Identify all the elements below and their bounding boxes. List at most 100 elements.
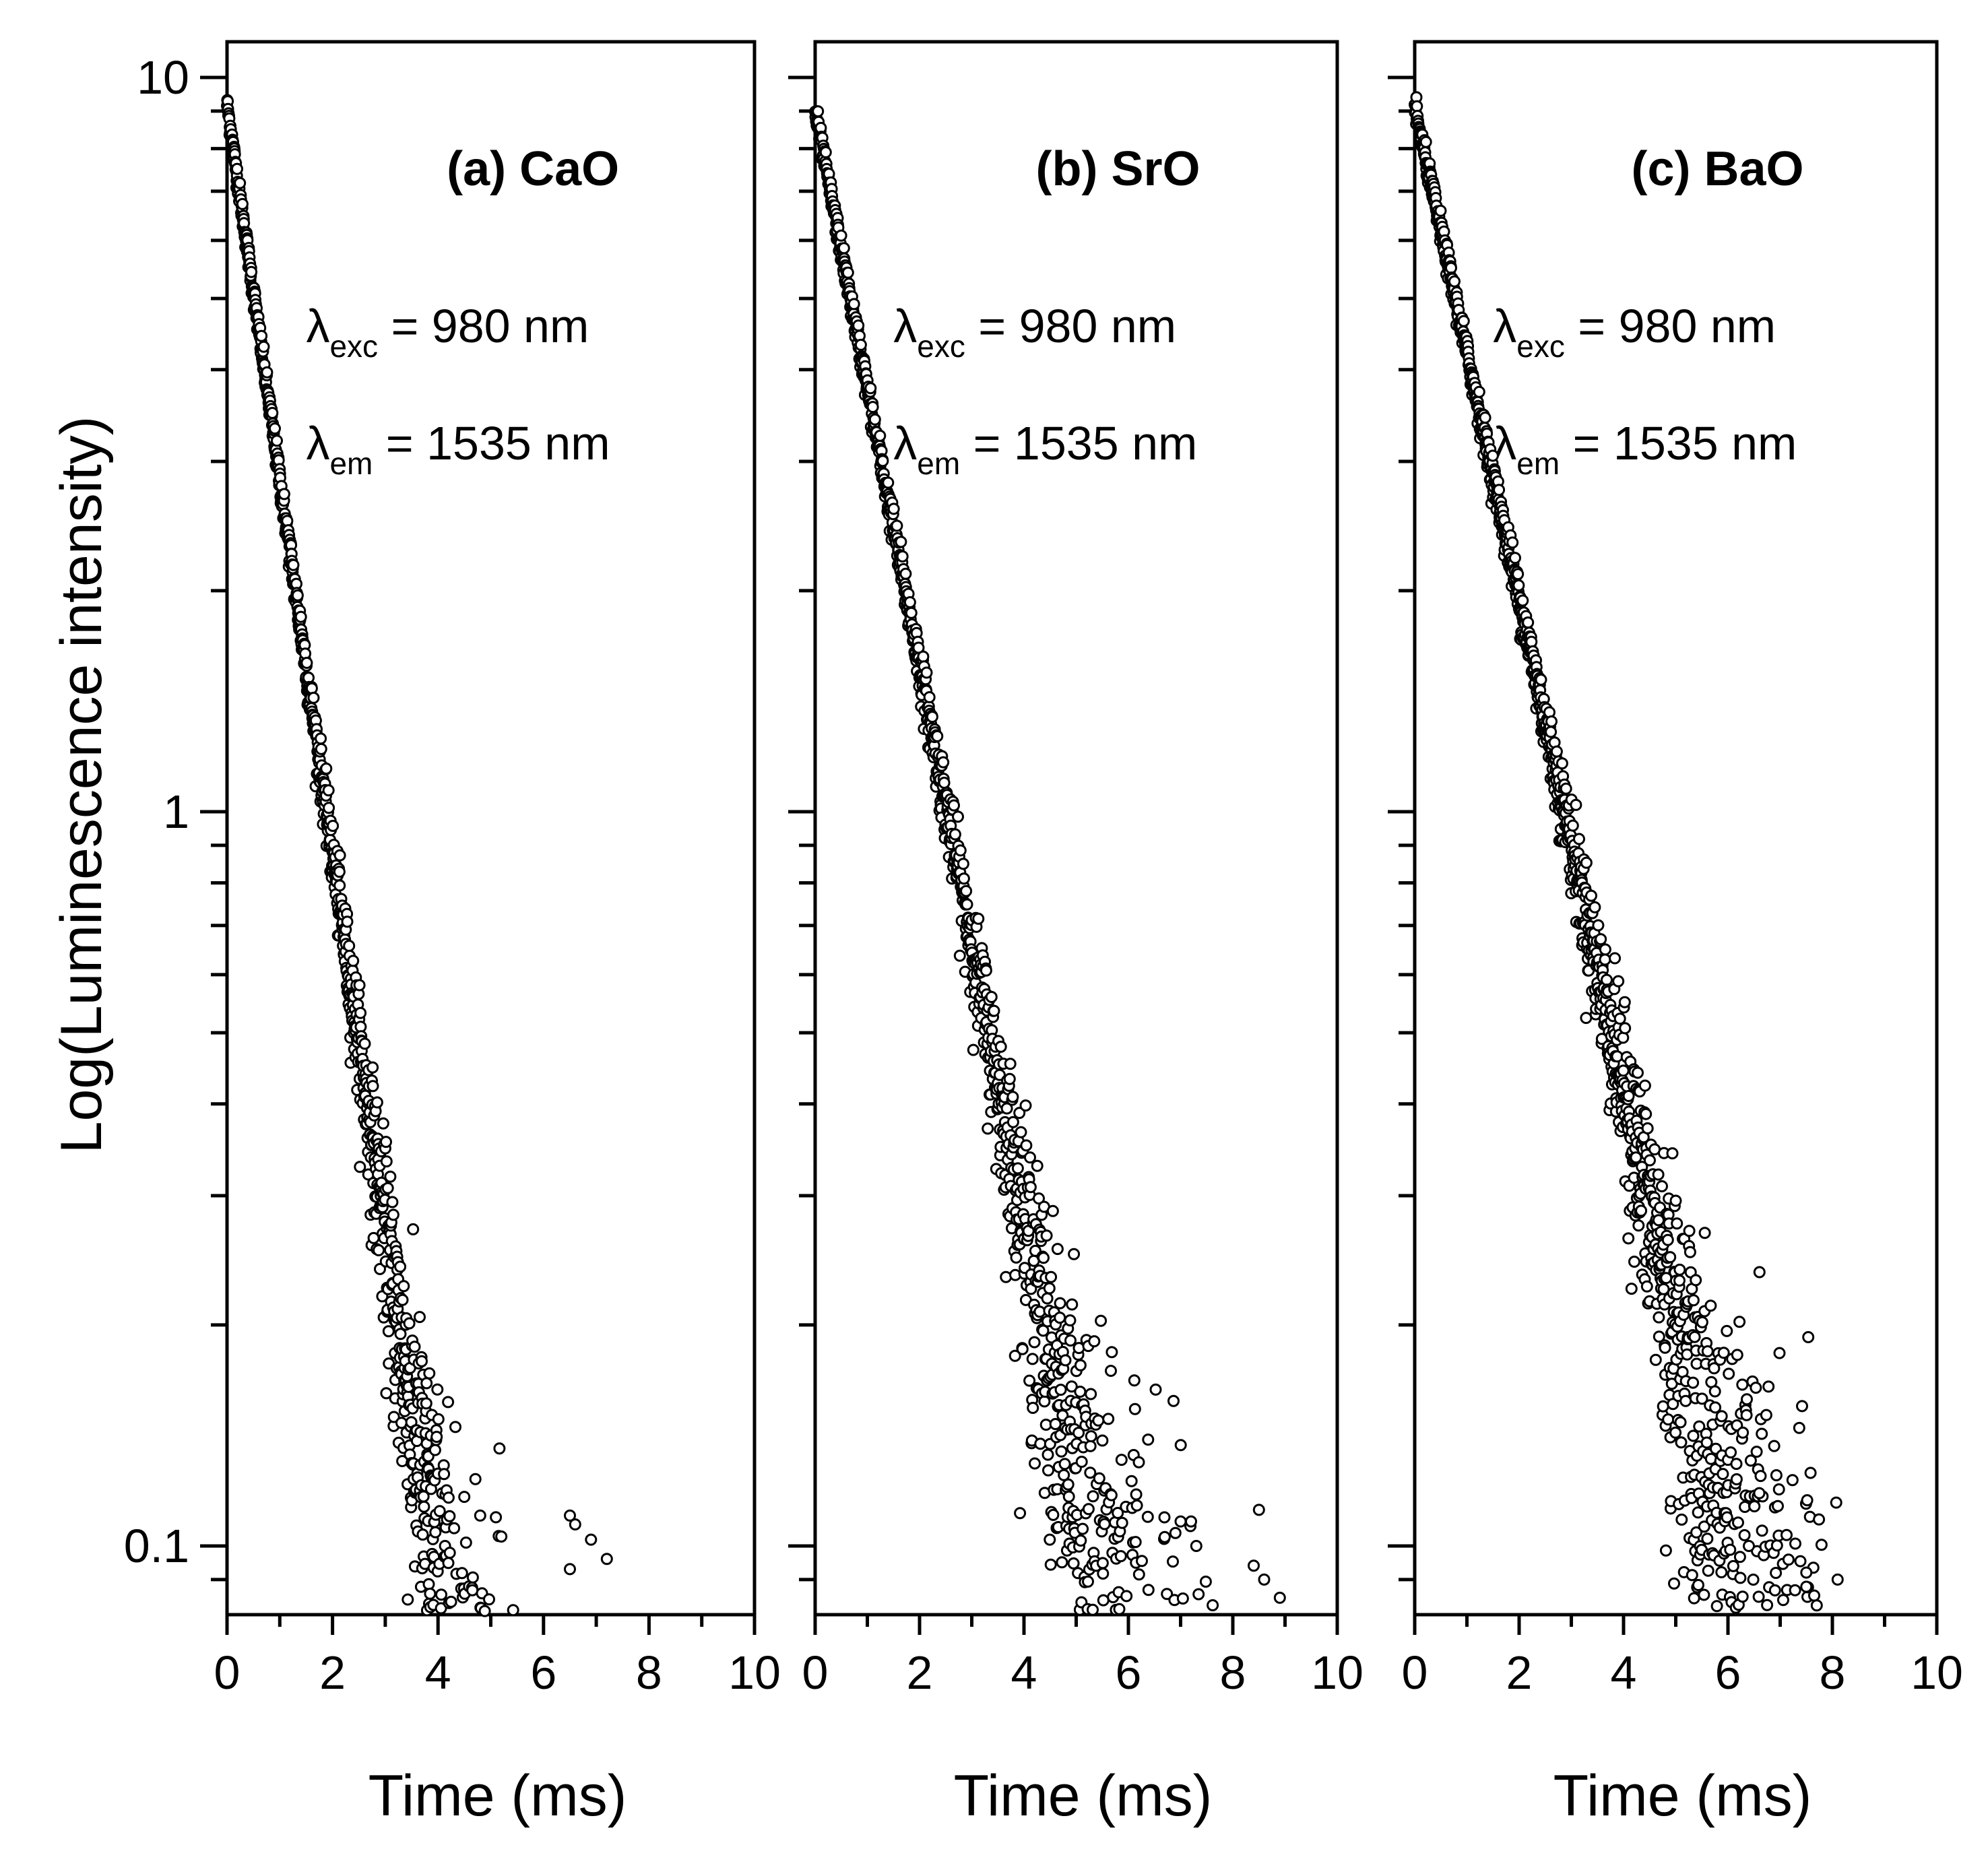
data-point xyxy=(1618,996,1631,1008)
data-point xyxy=(866,401,879,414)
data-point xyxy=(1024,1151,1036,1164)
data-point xyxy=(1125,1475,1138,1487)
data-point xyxy=(1066,1298,1079,1311)
data-point xyxy=(1199,1576,1212,1588)
data-point xyxy=(1044,1533,1056,1546)
data-point xyxy=(1054,1384,1067,1396)
data-point xyxy=(1580,1012,1593,1025)
data-point xyxy=(1721,1511,1733,1524)
data-point xyxy=(1617,1064,1630,1077)
data-point xyxy=(1097,1568,1110,1580)
lambda-em-label: λem = 1535 nm xyxy=(1493,417,1797,481)
data-point xyxy=(1486,449,1499,462)
data-point xyxy=(245,265,258,278)
data-point xyxy=(1014,1507,1027,1520)
data-point xyxy=(1506,536,1519,549)
data-point xyxy=(1000,1102,1013,1115)
data-point xyxy=(835,229,847,242)
data-point xyxy=(1752,1590,1765,1603)
data-point xyxy=(1087,1603,1099,1616)
data-point xyxy=(1687,1429,1700,1442)
data-point xyxy=(408,1341,421,1353)
data-point xyxy=(1020,1139,1033,1152)
data-point xyxy=(1782,1553,1795,1566)
data-point xyxy=(1113,1603,1126,1615)
data-point xyxy=(448,1522,461,1535)
data-point xyxy=(1710,1600,1723,1613)
data-point xyxy=(1046,1204,1059,1217)
x-tick-label: 6 xyxy=(1715,1646,1741,1699)
data-point xyxy=(1709,1401,1722,1414)
data-point xyxy=(1708,1385,1721,1398)
data-point xyxy=(380,1387,393,1400)
data-point xyxy=(1176,1592,1189,1605)
lambda-exc-label: λexc = 980 nm xyxy=(306,300,589,364)
data-point xyxy=(1054,1297,1066,1310)
data-point xyxy=(1756,1427,1768,1440)
data-point xyxy=(1096,1434,1109,1447)
data-point xyxy=(1042,1464,1054,1477)
data-point xyxy=(449,1421,461,1433)
data-point xyxy=(1550,745,1563,758)
data-point xyxy=(443,1510,456,1522)
data-point xyxy=(868,413,881,426)
data-point xyxy=(435,1602,447,1615)
data-point xyxy=(1687,1376,1700,1389)
data-point xyxy=(1008,1349,1021,1362)
data-point xyxy=(1808,1589,1820,1602)
data-point xyxy=(1174,1439,1187,1452)
data-point xyxy=(478,1605,491,1617)
data-point xyxy=(917,650,930,663)
data-point xyxy=(438,1468,451,1481)
lambda-em-label: λem = 1535 nm xyxy=(306,417,610,481)
data-point xyxy=(1105,1489,1118,1502)
data-point xyxy=(1525,635,1538,648)
data-point xyxy=(1632,1066,1644,1079)
data-point xyxy=(373,1244,385,1256)
data-point xyxy=(1132,1456,1145,1468)
data-point xyxy=(812,105,825,118)
data-point xyxy=(1659,1341,1671,1354)
data-point xyxy=(1545,725,1558,738)
data-point xyxy=(1638,1079,1651,1092)
data-point xyxy=(1622,1090,1635,1102)
data-point xyxy=(1248,1559,1260,1572)
data-point xyxy=(1192,1588,1205,1601)
data-point xyxy=(1635,1204,1648,1217)
data-point xyxy=(1058,1458,1071,1471)
data-point xyxy=(1075,1535,1087,1547)
data-point xyxy=(1800,1580,1813,1593)
data-point xyxy=(1674,1416,1687,1429)
data-point xyxy=(1411,100,1423,112)
data-point xyxy=(1457,315,1470,327)
data-point xyxy=(1096,1557,1109,1570)
x-tick-label: 8 xyxy=(636,1646,662,1699)
data-point xyxy=(1756,1524,1768,1537)
data-point xyxy=(1023,1374,1036,1387)
data-point xyxy=(564,1509,576,1522)
data-point xyxy=(1434,204,1447,217)
data-point xyxy=(1599,953,1611,966)
data-point xyxy=(1258,1573,1271,1586)
data-point xyxy=(1657,1283,1670,1295)
data-point xyxy=(1142,1584,1155,1596)
data-point xyxy=(1095,1314,1108,1327)
data-point xyxy=(1132,1568,1145,1581)
data-point xyxy=(1768,1440,1781,1452)
lambda-em-label: λem = 1535 nm xyxy=(893,417,1197,481)
data-point xyxy=(1013,1107,1026,1120)
y-tick-label: 0.1 xyxy=(124,1520,189,1572)
data-point xyxy=(985,991,998,1003)
data-point xyxy=(420,1377,433,1390)
data-point xyxy=(1659,1544,1672,1557)
data-point xyxy=(1493,484,1506,496)
data-point xyxy=(1448,275,1461,288)
data-point xyxy=(1656,1180,1668,1192)
data-point xyxy=(1006,1091,1019,1103)
data-point xyxy=(1724,1543,1737,1556)
data-point xyxy=(1675,1436,1688,1449)
data-point xyxy=(1595,933,1607,946)
data-point xyxy=(1692,1506,1704,1519)
data-point xyxy=(1273,1591,1286,1604)
data-point xyxy=(1128,1374,1141,1387)
